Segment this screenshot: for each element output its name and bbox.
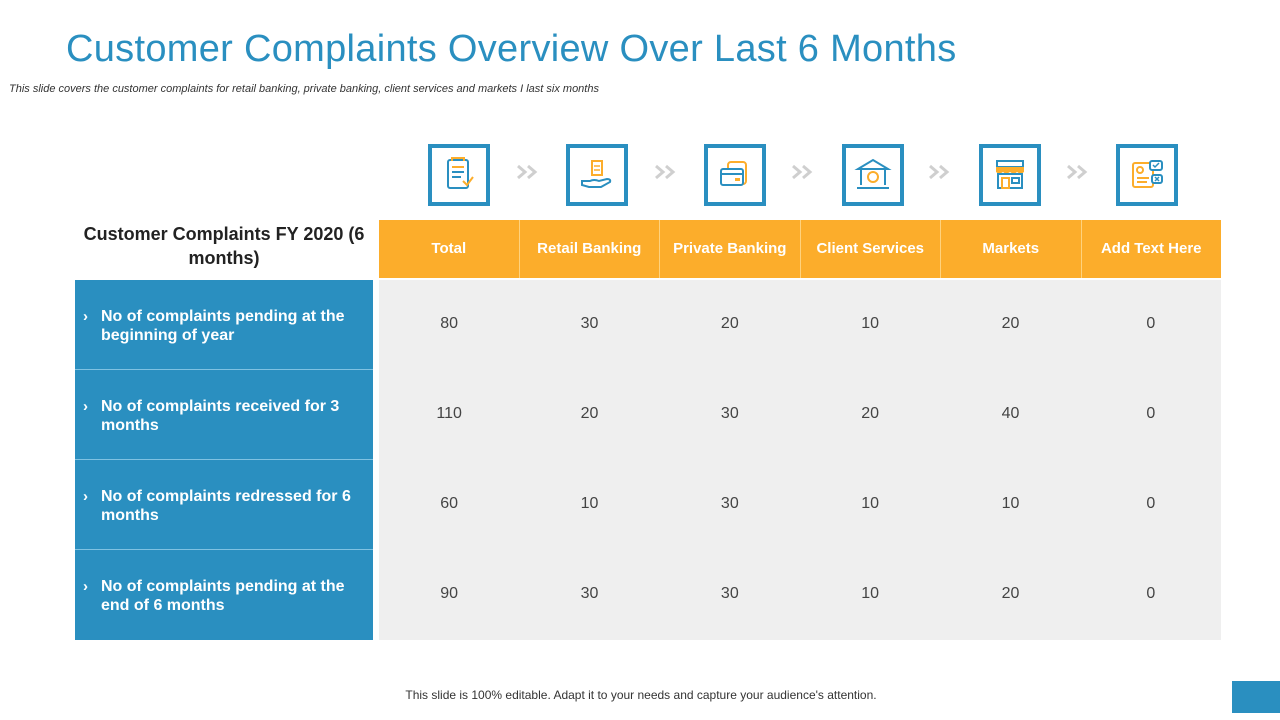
table-cell: 10: [580, 495, 599, 512]
slide-title: Customer Complaints Overview Over Last 6…: [66, 28, 957, 70]
table-body: 80 30 20 10 20 0 110 20 30 20 40 0 60 10…: [379, 280, 1221, 640]
table-cell: 40: [1001, 405, 1020, 422]
table-cell: 20: [1001, 315, 1020, 332]
table-title: Customer Complaints FY 2020 (6 months): [83, 224, 365, 268]
table-cell: 30: [720, 495, 739, 512]
chevron-right-icon: ›: [83, 488, 88, 505]
table-cell: 10: [861, 585, 880, 602]
chevron-right-icon: [792, 164, 813, 180]
chevron-right-icon: [1067, 164, 1088, 180]
column-header: Private Banking: [660, 220, 801, 278]
chevron-right-icon: [655, 164, 676, 180]
market-store-icon: [979, 144, 1041, 206]
chevron-right-icon: ›: [83, 578, 88, 595]
table-cell: 30: [580, 585, 599, 602]
column-header: Retail Banking: [519, 220, 660, 278]
table-row: 110 20 30 20 40 0: [379, 370, 1221, 460]
table-cell: 10: [861, 495, 880, 512]
column-header: Client Services: [800, 220, 941, 278]
chevron-right-icon: ›: [83, 398, 88, 415]
table-header-row: Total Retail Banking Private Banking Cli…: [379, 220, 1221, 278]
row-label: › No of complaints pending at the beginni…: [75, 280, 373, 370]
row-label-text: No of complaints pending at the beginnin…: [101, 308, 345, 344]
slide-footer: This slide is 100% editable. Adapt it to…: [405, 688, 877, 702]
table-cell: 20: [720, 315, 739, 332]
table-cell: 20: [861, 405, 880, 422]
row-label-text: No of complaints pending at the end of 6…: [101, 578, 345, 614]
chevron-right-icon: ›: [83, 308, 88, 325]
table-cell: 30: [720, 405, 739, 422]
table-cell: 80: [440, 315, 459, 332]
table-cell: 30: [720, 585, 739, 602]
icon-row: [379, 142, 1221, 206]
chevron-right-icon: [517, 164, 538, 180]
row-label: › No of complaints pending at the end of …: [75, 550, 373, 640]
column-header: Add Text Here: [1081, 220, 1221, 278]
hand-holding-money-icon: [566, 144, 628, 206]
row-label-text: No of complaints received for 3 months: [101, 398, 340, 434]
slide-subtitle: This slide covers the customer complaint…: [9, 83, 599, 95]
table-row: 80 30 20 10 20 0: [379, 280, 1221, 370]
table-cell: 110: [436, 405, 462, 422]
table-row: 60 10 30 10 10 0: [379, 460, 1221, 550]
row-labels: › No of complaints pending at the beginni…: [75, 280, 373, 640]
chevron-right-icon: [929, 164, 950, 180]
table-cell: 90: [440, 585, 459, 602]
table-cell: 10: [1001, 495, 1020, 512]
table-cell: 0: [1146, 405, 1156, 422]
row-label-text: No of complaints redressed for 6 months: [101, 488, 351, 524]
table-cell: 10: [861, 315, 880, 332]
table-cell: 30: [580, 315, 599, 332]
column-header: Markets: [941, 220, 1082, 278]
table-cell: 20: [580, 405, 599, 422]
column-header: Total: [379, 220, 520, 278]
feedback-report-icon: [1116, 144, 1178, 206]
table-cell: 20: [1001, 585, 1020, 602]
table-cell: 0: [1146, 585, 1156, 602]
table-cell: 0: [1146, 495, 1156, 512]
table-cell: 0: [1146, 315, 1156, 332]
table-row: 90 30 30 10 20 0: [379, 550, 1221, 640]
document-checklist-icon: [428, 144, 490, 206]
wallet-cards-icon: [704, 144, 766, 206]
corner-accent: [1232, 681, 1280, 713]
bank-building-icon: [842, 144, 904, 206]
row-label: › No of complaints received for 3 months: [75, 370, 373, 460]
row-label: › No of complaints redressed for 6 months: [75, 460, 373, 550]
table-cell: 60: [440, 495, 459, 512]
